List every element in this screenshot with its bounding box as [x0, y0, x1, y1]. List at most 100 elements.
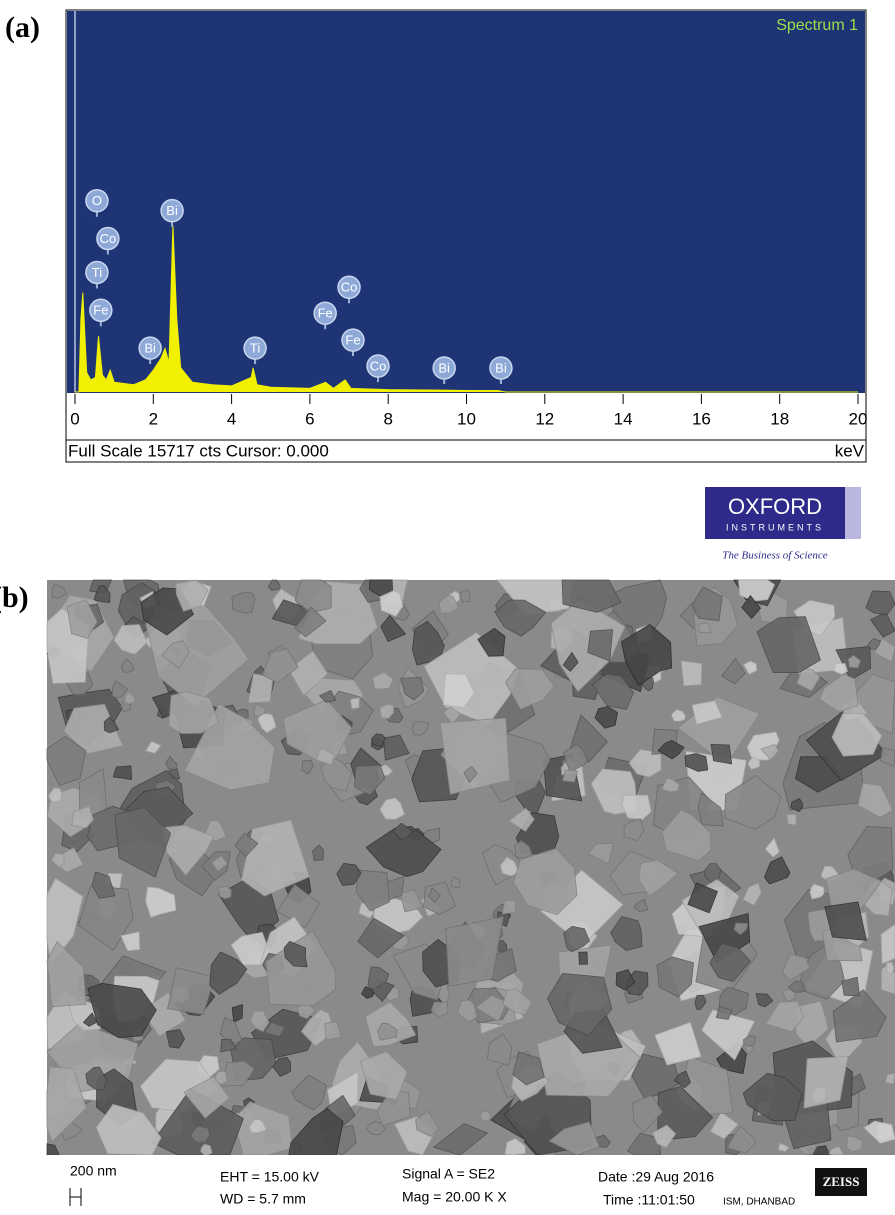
grain [657, 739, 685, 760]
grain [654, 1021, 702, 1066]
annotation-marker [85, 260, 109, 285]
annotation-label: Fe [318, 306, 333, 321]
grain [832, 989, 887, 1043]
wd: WD = 5.7 mm [220, 1191, 306, 1207]
spectrum-area [75, 225, 858, 393]
grain [189, 1125, 211, 1143]
grain [379, 797, 405, 820]
grain [827, 1145, 844, 1156]
grain [673, 1070, 691, 1089]
annotation-marker [160, 198, 184, 223]
grain [336, 862, 362, 886]
grain [710, 743, 733, 765]
grain [379, 590, 404, 617]
grain [50, 852, 65, 868]
grain [359, 1051, 408, 1101]
grain [777, 1142, 790, 1152]
grain [697, 622, 712, 634]
grain [87, 982, 157, 1039]
grain [168, 691, 220, 735]
grain [475, 994, 508, 1023]
grain [111, 680, 128, 699]
spectrum-title: Spectrum 1 [776, 17, 858, 34]
x-tick-label: 8 [383, 409, 392, 428]
grain [671, 709, 686, 722]
grain [661, 809, 712, 862]
annotation-marker [313, 301, 337, 325]
grain [847, 654, 861, 669]
grain [145, 740, 162, 754]
grain [661, 777, 680, 793]
grain [463, 765, 478, 784]
panel-label: (b) [0, 581, 29, 614]
grain [183, 703, 276, 791]
grain [411, 620, 445, 666]
grain [884, 1072, 895, 1085]
x-tick-label: 16 [692, 409, 711, 428]
grain [795, 1000, 829, 1049]
logo-sub: INSTRUMENTS [726, 522, 824, 532]
grain [430, 1001, 449, 1018]
grain [790, 798, 804, 813]
logo-box [705, 487, 845, 539]
grain [428, 887, 441, 903]
time: Time :11:01:50 [603, 1192, 695, 1208]
grain [120, 700, 132, 713]
grain [587, 842, 614, 865]
grain [324, 1021, 342, 1041]
grain [841, 976, 860, 997]
sem-texture [46, 579, 895, 1156]
grain [91, 871, 116, 899]
grain [66, 599, 98, 639]
grain [818, 673, 859, 713]
grain [257, 712, 277, 734]
grain [765, 1001, 805, 1033]
grain [288, 650, 329, 697]
grain [638, 859, 679, 897]
grain [809, 883, 825, 900]
grain [360, 986, 375, 999]
grain [869, 611, 895, 638]
grain [103, 716, 120, 734]
grain [865, 590, 895, 616]
grain [680, 660, 703, 687]
grain [756, 616, 821, 673]
scale-text: 200 nm [70, 1163, 117, 1179]
footer-text: Full Scale 15717 cts Cursor: 0.000 [68, 441, 329, 460]
grain [439, 717, 511, 795]
grain [261, 648, 299, 684]
grain [383, 734, 410, 761]
grain [691, 586, 723, 622]
unit: keV [835, 441, 865, 460]
grain [46, 1066, 87, 1143]
grain [547, 972, 613, 1036]
grain [46, 736, 87, 786]
scale-bar [69, 1188, 82, 1206]
grain [755, 993, 774, 1008]
grain [656, 956, 694, 998]
grain [548, 1121, 600, 1156]
grain [738, 579, 776, 602]
grain [240, 819, 310, 897]
grain [562, 651, 579, 672]
grain [121, 658, 135, 673]
grain [610, 916, 643, 952]
grain [165, 1029, 185, 1049]
x-tick-label: 12 [535, 409, 554, 428]
grain [114, 807, 172, 878]
grain [504, 668, 555, 710]
grain [357, 917, 405, 959]
grain [724, 775, 782, 830]
grain [788, 980, 807, 993]
grain [120, 931, 141, 952]
grain [367, 966, 390, 991]
grain [112, 765, 133, 780]
grain [315, 747, 335, 766]
annotation-label: Fe [345, 333, 360, 348]
logo-bar [845, 487, 861, 539]
grain [183, 1075, 230, 1119]
grain [399, 889, 424, 913]
grain [276, 883, 321, 929]
grain [512, 1051, 545, 1086]
grain [502, 988, 533, 1016]
